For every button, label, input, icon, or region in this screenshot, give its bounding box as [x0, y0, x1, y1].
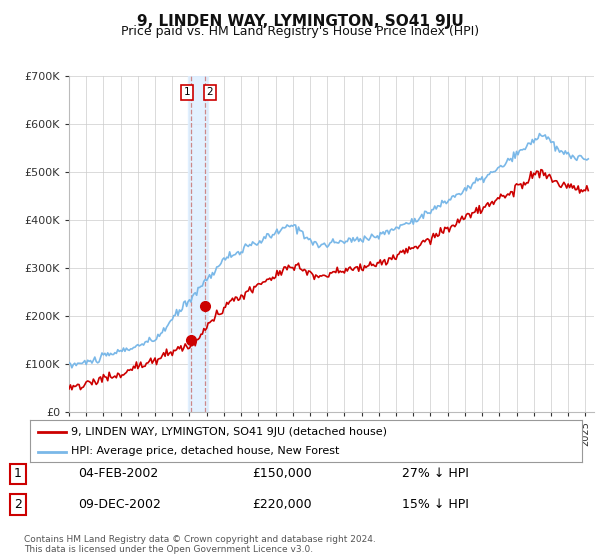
- Text: 09-DEC-2002: 09-DEC-2002: [78, 498, 161, 511]
- Bar: [188, 76, 208, 412]
- Text: 9, LINDEN WAY, LYMINGTON, SO41 9JU: 9, LINDEN WAY, LYMINGTON, SO41 9JU: [137, 14, 463, 29]
- Text: £220,000: £220,000: [252, 498, 311, 511]
- Text: Contains HM Land Registry data © Crown copyright and database right 2024.
This d: Contains HM Land Registry data © Crown c…: [24, 535, 376, 554]
- Text: HPI: Average price, detached house, New Forest: HPI: Average price, detached house, New …: [71, 446, 340, 456]
- Text: Price paid vs. HM Land Registry's House Price Index (HPI): Price paid vs. HM Land Registry's House …: [121, 25, 479, 38]
- Text: 15% ↓ HPI: 15% ↓ HPI: [402, 498, 469, 511]
- Text: 1: 1: [14, 467, 22, 480]
- Text: 1: 1: [184, 87, 190, 97]
- Text: 27% ↓ HPI: 27% ↓ HPI: [402, 467, 469, 480]
- Text: £150,000: £150,000: [252, 467, 312, 480]
- Text: 2: 2: [206, 87, 213, 97]
- Text: 04-FEB-2002: 04-FEB-2002: [78, 467, 158, 480]
- Text: 9, LINDEN WAY, LYMINGTON, SO41 9JU (detached house): 9, LINDEN WAY, LYMINGTON, SO41 9JU (deta…: [71, 427, 388, 437]
- Text: 2: 2: [14, 498, 22, 511]
